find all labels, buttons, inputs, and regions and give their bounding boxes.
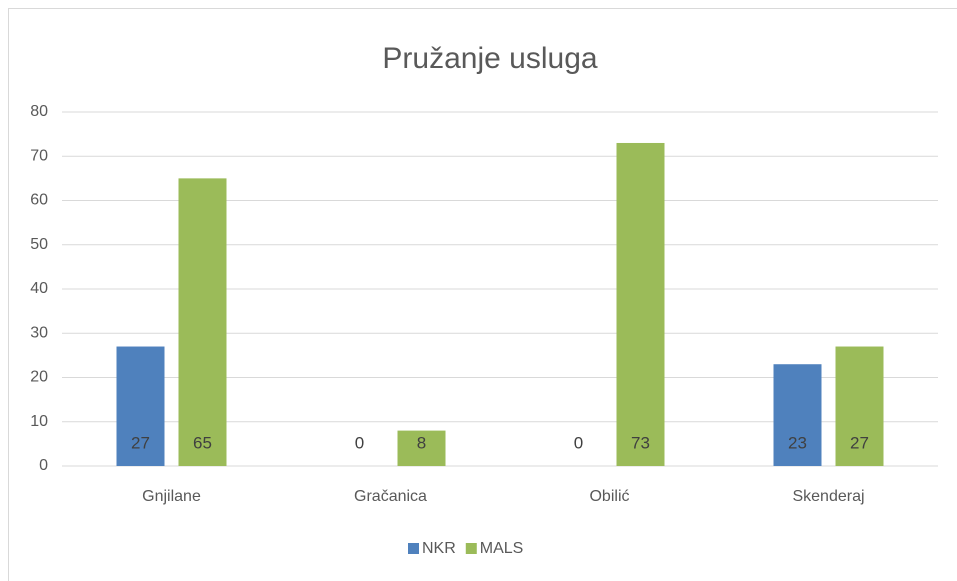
x-tick-label: Gnjilane bbox=[142, 488, 201, 505]
y-tick-label: 80 bbox=[30, 103, 48, 120]
y-tick-label: 0 bbox=[39, 457, 48, 474]
y-tick-label: 70 bbox=[30, 147, 48, 164]
chart-border bbox=[8, 8, 957, 581]
y-tick-label: 60 bbox=[30, 192, 48, 209]
y-tick-label: 40 bbox=[30, 280, 48, 297]
bar bbox=[397, 430, 446, 466]
bar bbox=[616, 142, 665, 466]
y-tick-label: 20 bbox=[30, 369, 48, 386]
legend-label: NKR bbox=[422, 540, 456, 557]
x-tick-label: Skenderaj bbox=[792, 488, 864, 505]
bar bbox=[773, 364, 822, 466]
bar bbox=[835, 346, 884, 466]
data-label: 65 bbox=[193, 433, 212, 452]
bar bbox=[116, 346, 165, 466]
data-label: 8 bbox=[417, 433, 426, 452]
data-label: 0 bbox=[355, 433, 364, 452]
data-label: 0 bbox=[574, 433, 583, 452]
legend-label: MALS bbox=[480, 540, 524, 557]
y-tick-label: 50 bbox=[30, 236, 48, 253]
data-label: 27 bbox=[850, 433, 869, 452]
legend-swatch bbox=[465, 543, 477, 554]
data-label: 27 bbox=[131, 433, 150, 452]
x-tick-label: Obilić bbox=[589, 488, 629, 505]
data-label: 73 bbox=[631, 433, 650, 452]
bar bbox=[178, 178, 227, 466]
data-label: 23 bbox=[788, 433, 807, 452]
x-tick-label: Gračanica bbox=[354, 488, 427, 505]
legend-swatch bbox=[408, 543, 419, 554]
y-tick-label: 30 bbox=[30, 324, 48, 341]
chart-title: Pružanje usluga bbox=[382, 42, 597, 75]
y-tick-label: 10 bbox=[30, 413, 48, 430]
